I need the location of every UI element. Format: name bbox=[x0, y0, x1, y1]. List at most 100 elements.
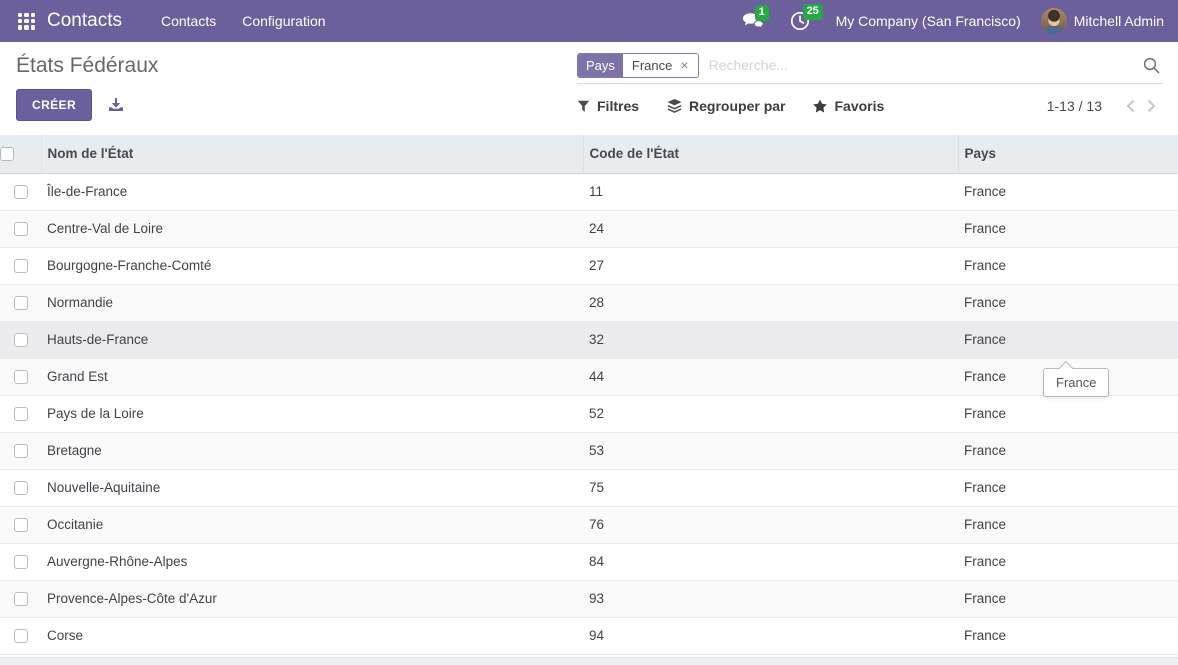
header-state-name[interactable]: Nom de l'État bbox=[41, 135, 583, 174]
state-name-cell[interactable]: Hauts-de-France bbox=[41, 321, 583, 359]
state-name-cell[interactable]: Provence-Alpes-Côte d'Azur bbox=[41, 580, 583, 618]
state-name-cell[interactable]: Grand Est bbox=[41, 358, 583, 396]
state-name-cell[interactable]: Normandie bbox=[41, 284, 583, 322]
pager-next-button[interactable] bbox=[1141, 97, 1162, 115]
facet-remove-icon[interactable]: × bbox=[680, 57, 689, 73]
state-code-cell[interactable]: 28 bbox=[583, 284, 958, 322]
menu-configuration[interactable]: Configuration bbox=[242, 13, 326, 29]
table-row[interactable]: Île-de-France 11 France bbox=[0, 173, 1178, 211]
group-by-label: Regrouper par bbox=[689, 98, 786, 114]
state-code-cell[interactable]: 53 bbox=[583, 432, 958, 470]
row-checkbox[interactable] bbox=[13, 370, 28, 385]
state-name-cell[interactable]: Bourgogne-Franche-Comté bbox=[41, 247, 583, 285]
state-code-cell[interactable]: 94 bbox=[583, 617, 958, 655]
state-code-cell[interactable]: 52 bbox=[583, 395, 958, 433]
state-name-cell[interactable]: Occitanie bbox=[41, 506, 583, 544]
state-name-cell[interactable]: Bretagne bbox=[41, 432, 583, 470]
row-checkbox[interactable] bbox=[13, 407, 28, 422]
create-button[interactable]: CRÉER bbox=[16, 89, 93, 121]
row-checkbox[interactable] bbox=[13, 592, 28, 607]
select-all-cell bbox=[0, 135, 42, 174]
messages-badge: 1 bbox=[754, 5, 769, 21]
download-icon bbox=[109, 98, 124, 111]
row-checkbox[interactable] bbox=[13, 222, 28, 237]
row-checkbox[interactable] bbox=[13, 555, 28, 570]
row-checkbox-cell bbox=[0, 395, 41, 433]
select-all-checkbox[interactable] bbox=[0, 147, 14, 162]
row-checkbox[interactable] bbox=[13, 518, 28, 533]
row-checkbox[interactable] bbox=[13, 259, 28, 274]
state-code-cell[interactable]: 32 bbox=[583, 321, 958, 359]
group-by-button[interactable]: Regrouper par bbox=[667, 98, 785, 114]
filters-button[interactable]: Filtres bbox=[577, 98, 639, 114]
row-checkbox[interactable] bbox=[13, 629, 28, 644]
state-country-cell[interactable]: France bbox=[958, 210, 1178, 248]
state-country-cell[interactable]: France bbox=[958, 617, 1178, 655]
header-country[interactable]: Pays bbox=[957, 135, 1178, 174]
row-checkbox[interactable] bbox=[13, 296, 28, 311]
table-row[interactable]: Auvergne-Rhône-Alpes 84 France bbox=[0, 543, 1178, 581]
favorites-button[interactable]: Favoris bbox=[813, 98, 884, 114]
app-brand[interactable]: Contacts bbox=[47, 10, 122, 31]
chat-icon bbox=[742, 12, 764, 30]
state-code-cell[interactable]: 24 bbox=[583, 210, 958, 248]
row-checkbox[interactable] bbox=[13, 444, 28, 459]
state-country-cell[interactable]: France bbox=[958, 395, 1178, 433]
menu-contacts[interactable]: Contacts bbox=[160, 13, 217, 29]
header-state-code[interactable]: Code de l'État bbox=[582, 135, 958, 174]
state-code-cell[interactable]: 76 bbox=[583, 506, 958, 544]
table-row[interactable]: Pays de la Loire 52 France bbox=[0, 395, 1178, 433]
table-header-row: Nom de l'État Code de l'État Pays bbox=[0, 135, 1178, 174]
state-code-cell[interactable]: 93 bbox=[583, 580, 958, 618]
state-code-cell[interactable]: 84 bbox=[583, 543, 958, 581]
table-row[interactable]: Corse 94 France bbox=[0, 617, 1178, 655]
row-checkbox[interactable] bbox=[13, 333, 28, 348]
state-country-cell[interactable]: France bbox=[958, 247, 1178, 285]
search-input[interactable] bbox=[698, 57, 1143, 73]
facet-value: France × bbox=[622, 53, 698, 77]
navbar-right: 1 25 My Company (San Francisco) Mitchell… bbox=[742, 4, 1164, 34]
user-menu[interactable]: Mitchell Admin bbox=[1040, 8, 1164, 34]
state-country-cell[interactable]: France bbox=[958, 321, 1178, 359]
state-code-cell[interactable]: 44 bbox=[583, 358, 958, 396]
field-tooltip: France bbox=[1043, 360, 1110, 397]
table-row[interactable]: Centre-Val de Loire 24 France bbox=[0, 210, 1178, 248]
table-row[interactable]: Provence-Alpes-Côte d'Azur 93 France bbox=[0, 580, 1178, 618]
company-switcher[interactable]: My Company (San Francisco) bbox=[835, 13, 1021, 29]
search-button[interactable] bbox=[1143, 57, 1162, 74]
row-checkbox[interactable] bbox=[13, 481, 28, 496]
state-country-cell[interactable]: France bbox=[958, 432, 1178, 470]
state-name-cell[interactable]: Nouvelle-Aquitaine bbox=[41, 469, 583, 507]
state-country-cell[interactable]: France bbox=[958, 543, 1178, 581]
table-row[interactable]: Occitanie 76 France bbox=[0, 506, 1178, 544]
state-name-cell[interactable]: Île-de-France bbox=[41, 173, 583, 211]
state-country-cell[interactable]: France bbox=[958, 580, 1178, 618]
state-name-cell[interactable]: Corse bbox=[41, 617, 583, 655]
state-country-cell[interactable]: France bbox=[958, 173, 1178, 211]
row-checkbox[interactable] bbox=[13, 185, 28, 200]
layers-icon bbox=[667, 99, 682, 113]
activities-button[interactable]: 25 bbox=[790, 4, 823, 31]
apps-menu-icon[interactable] bbox=[18, 12, 35, 30]
state-name-cell[interactable]: Centre-Val de Loire bbox=[41, 210, 583, 248]
export-button[interactable] bbox=[108, 97, 124, 113]
state-name-cell[interactable]: Pays de la Loire bbox=[41, 395, 583, 433]
state-country-cell[interactable]: France bbox=[958, 469, 1178, 507]
action-buttons: CRÉER bbox=[16, 89, 158, 121]
state-code-cell[interactable]: 11 bbox=[583, 173, 958, 211]
messages-button[interactable]: 1 bbox=[742, 5, 769, 30]
table-row[interactable]: Nouvelle-Aquitaine 75 France bbox=[0, 469, 1178, 507]
chevron-left-icon bbox=[1126, 99, 1135, 113]
state-country-cell[interactable]: France bbox=[958, 506, 1178, 544]
state-code-cell[interactable]: 75 bbox=[583, 469, 958, 507]
table-row[interactable]: Bourgogne-Franche-Comté 27 France bbox=[0, 247, 1178, 285]
table-row[interactable]: Normandie 28 France bbox=[0, 284, 1178, 322]
top-navbar: Contacts Contacts Configuration 1 25 My … bbox=[0, 0, 1178, 42]
state-code-cell[interactable]: 27 bbox=[583, 247, 958, 285]
pager-previous-button[interactable] bbox=[1120, 97, 1141, 115]
state-name-cell[interactable]: Auvergne-Rhône-Alpes bbox=[41, 543, 583, 581]
table-row[interactable]: Bretagne 53 France bbox=[0, 432, 1178, 470]
table-row[interactable]: Hauts-de-France 32 France bbox=[0, 321, 1178, 359]
state-country-cell[interactable]: France bbox=[958, 284, 1178, 322]
table-row[interactable]: Grand Est 44 France bbox=[0, 358, 1178, 396]
